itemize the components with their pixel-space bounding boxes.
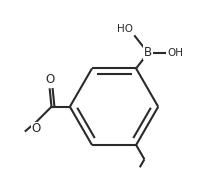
Text: OH: OH <box>167 48 183 58</box>
Text: O: O <box>45 72 54 86</box>
Text: O: O <box>31 122 40 135</box>
Text: B: B <box>144 46 152 59</box>
Text: HO: HO <box>117 24 133 34</box>
